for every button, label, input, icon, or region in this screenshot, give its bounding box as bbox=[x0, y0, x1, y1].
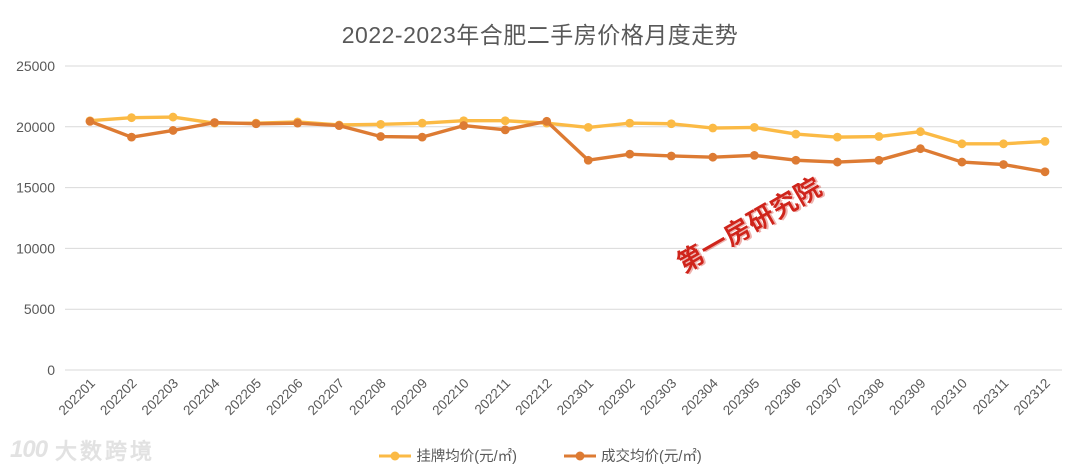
data-point bbox=[749, 150, 759, 160]
legend-label: 成交均价(元/㎡) bbox=[601, 449, 702, 465]
x-axis-tick-label: 202204 bbox=[180, 375, 223, 418]
y-axis-tick-label: 15000 bbox=[16, 180, 55, 196]
data-point bbox=[85, 116, 95, 126]
data-point bbox=[916, 127, 925, 137]
data-point bbox=[874, 132, 884, 141]
data-point bbox=[210, 118, 219, 127]
data-point bbox=[999, 160, 1008, 169]
x-axis-tick-label: 202309 bbox=[886, 376, 928, 418]
data-point bbox=[791, 155, 801, 165]
data-point bbox=[251, 119, 261, 129]
y-axis-tick-label: 25000 bbox=[16, 58, 55, 74]
x-axis-tick-label: 202212 bbox=[512, 376, 554, 418]
data-point bbox=[334, 121, 344, 130]
data-point bbox=[459, 121, 469, 130]
x-axis-tick-label: 202307 bbox=[803, 376, 845, 418]
data-point bbox=[749, 123, 759, 132]
data-point bbox=[583, 155, 593, 165]
y-axis-tick-label: 10000 bbox=[16, 240, 55, 256]
data-point bbox=[832, 157, 842, 167]
x-axis-tick-label: 202207 bbox=[305, 376, 347, 418]
x-axis-tick-label: 202210 bbox=[429, 376, 471, 418]
data-point bbox=[832, 132, 842, 142]
data-point bbox=[293, 118, 303, 128]
data-point bbox=[583, 123, 593, 132]
legend-marker-icon bbox=[379, 451, 412, 460]
data-point bbox=[708, 123, 718, 133]
x-axis-tick-label: 202312 bbox=[1011, 376, 1053, 418]
data-point bbox=[625, 149, 635, 159]
x-axis-tick-label: 202303 bbox=[637, 376, 679, 418]
data-point bbox=[417, 132, 427, 142]
x-axis-tick-label: 202205 bbox=[222, 376, 264, 418]
legend-item-1[interactable]: 成交均价(元/㎡) bbox=[563, 445, 702, 466]
data-point bbox=[127, 113, 136, 123]
data-point bbox=[127, 132, 136, 142]
data-point bbox=[708, 152, 718, 162]
data-point bbox=[417, 118, 427, 128]
x-axis-tick-label: 202201 bbox=[56, 376, 98, 418]
data-point bbox=[666, 151, 676, 161]
x-axis-tick-label: 202308 bbox=[845, 376, 887, 418]
site-logo: 100 大数跨境 bbox=[10, 434, 155, 466]
x-axis-tick-label: 202310 bbox=[928, 376, 970, 418]
x-axis-tick-label: 202305 bbox=[720, 376, 762, 418]
x-axis-tick-label: 202209 bbox=[388, 376, 430, 418]
data-point bbox=[168, 112, 178, 122]
x-axis-tick-label: 202202 bbox=[97, 376, 139, 418]
x-axis-tick-label: 202302 bbox=[595, 376, 637, 418]
chart-title: 2022-2023年合肥二手房价格月度走势 bbox=[341, 22, 739, 48]
x-axis-tick-label: 202208 bbox=[346, 376, 388, 418]
data-point bbox=[791, 129, 801, 139]
data-point bbox=[1040, 136, 1050, 146]
logo-100-icon: 100 bbox=[10, 436, 48, 463]
y-axis-tick-label: 20000 bbox=[16, 119, 55, 135]
data-point bbox=[625, 118, 635, 128]
y-axis-tick-label: 5000 bbox=[24, 301, 55, 317]
data-point bbox=[500, 116, 510, 126]
data-point bbox=[874, 155, 884, 165]
data-point bbox=[168, 126, 178, 135]
x-axis-tick-label: 202203 bbox=[139, 376, 181, 418]
data-point bbox=[1040, 167, 1050, 177]
legend-marker-icon bbox=[564, 451, 596, 460]
x-axis-tick-label: 202206 bbox=[263, 376, 305, 418]
x-axis-tick-label: 202311 bbox=[970, 376, 1012, 418]
x-axis-tick-label: 202306 bbox=[762, 376, 804, 418]
data-point bbox=[957, 157, 967, 167]
data-point bbox=[376, 119, 386, 129]
data-point bbox=[500, 125, 510, 135]
data-point bbox=[666, 119, 676, 129]
chart-legend: 挂牌均价(元/㎡) 成交均价(元/㎡) bbox=[0, 445, 1080, 466]
data-point bbox=[376, 132, 386, 141]
x-axis-tick-label: 202301 bbox=[554, 376, 596, 418]
data-point bbox=[957, 139, 967, 149]
y-axis-tick-label: 0 bbox=[47, 362, 55, 378]
data-point bbox=[999, 139, 1008, 149]
data-point bbox=[916, 144, 925, 154]
legend-item-0[interactable]: 挂牌均价(元/㎡) bbox=[378, 445, 517, 466]
logo-brand-text: 大数跨境 bbox=[55, 439, 156, 464]
x-axis-tick-label: 202304 bbox=[678, 375, 721, 418]
x-axis-tick-label: 202211 bbox=[472, 376, 514, 418]
data-point bbox=[542, 116, 552, 126]
legend-label: 挂牌均价(元/㎡) bbox=[416, 449, 517, 465]
series-line-1 bbox=[88, 119, 1047, 174]
